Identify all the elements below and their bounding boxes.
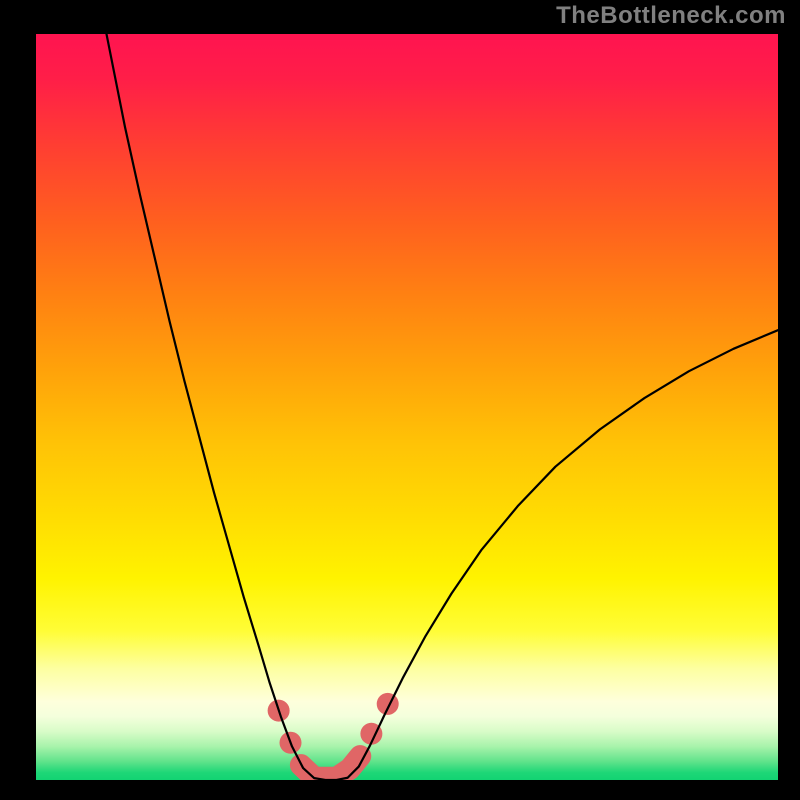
bottleneck-chart [0,0,800,800]
chart-frame: TheBottleneck.com [0,0,800,800]
